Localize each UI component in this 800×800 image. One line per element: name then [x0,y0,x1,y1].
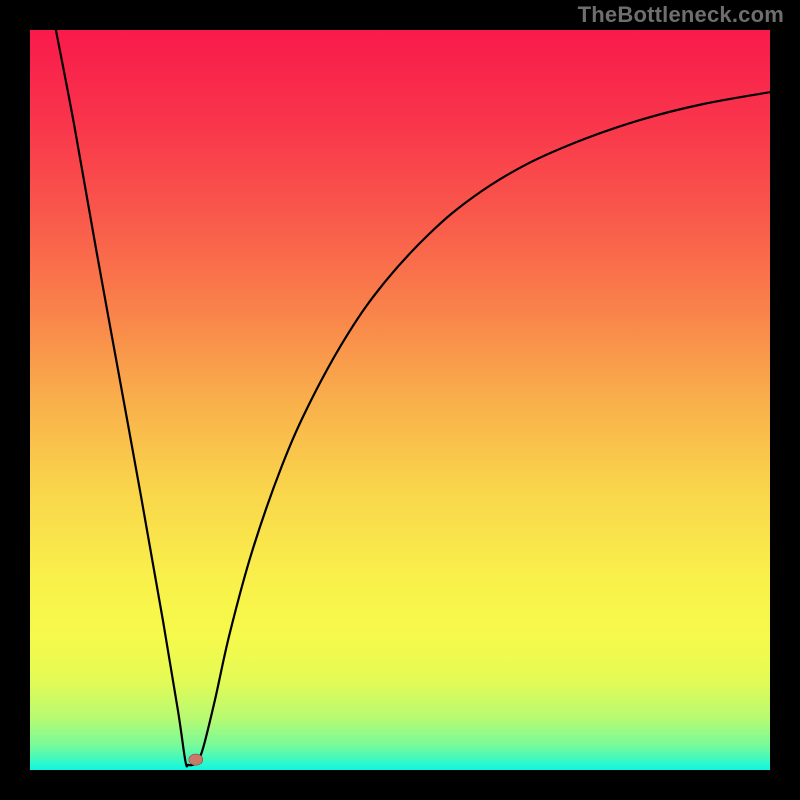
minimum-marker [189,754,203,765]
plot-area [30,30,770,770]
chart-viewport: TheBottleneck.com [0,0,800,800]
bottleneck-chart [30,30,770,770]
gradient-background [30,30,770,770]
watermark-text: TheBottleneck.com [578,2,784,28]
